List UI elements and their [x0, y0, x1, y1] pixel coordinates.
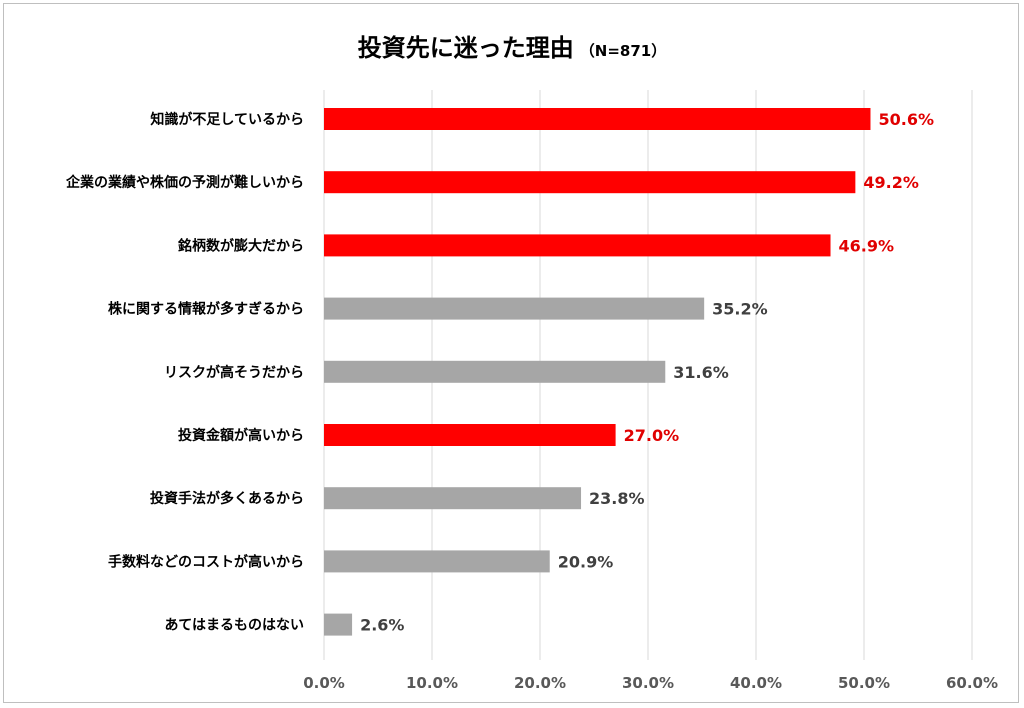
value-label: 35.2%	[712, 300, 768, 319]
x-tick-label: 60.0%	[946, 674, 998, 692]
value-label: 49.2%	[863, 173, 919, 192]
value-label: 46.9%	[839, 236, 895, 255]
chart-title: 投資先に迷った理由	[357, 34, 574, 62]
chart-subtitle: （N=871）	[579, 42, 667, 60]
category-labels: 知識が不足しているから企業の業績や株価の予測が難しいから銘柄数が膨大だから株に関…	[65, 111, 304, 634]
value-label: 50.6%	[878, 110, 934, 129]
bar	[324, 424, 616, 446]
value-label: 2.6%	[360, 616, 404, 635]
bar	[324, 171, 856, 194]
bar	[324, 550, 550, 573]
category-label: リスクが高そうだから	[164, 364, 304, 381]
value-label: 20.9%	[558, 552, 614, 571]
x-tick-label: 40.0%	[730, 674, 782, 692]
category-label: 投資手法が多くあるから	[150, 490, 304, 507]
bars	[324, 108, 871, 636]
value-label: 31.6%	[673, 363, 729, 382]
x-tick-labels: 0.0% 10.0% 20.0% 30.0% 40.0% 50.0% 60.0%	[303, 674, 998, 692]
bar	[324, 360, 666, 383]
bar	[324, 297, 705, 320]
category-label: 投資金額が高いから	[178, 427, 304, 444]
category-label: あてはまるものはない	[165, 618, 304, 634]
category-label: 知識が不足しているから	[150, 111, 304, 128]
category-label: 企業の業績や株価の予測が難しいから	[65, 174, 304, 191]
category-label: 銘柄数が膨大だから	[178, 237, 304, 254]
value-label: 27.0%	[624, 426, 680, 445]
x-tick-label: 10.0%	[406, 674, 458, 692]
bar	[324, 108, 871, 130]
bar	[324, 613, 353, 636]
category-label: 手数料などのコストが高いから	[108, 553, 304, 570]
x-tick-label: 50.0%	[838, 674, 890, 692]
bar	[324, 234, 831, 257]
x-tick-label: 30.0%	[622, 674, 674, 692]
chart-title-block: 投資先に迷った理由 （N=871）	[4, 28, 1020, 63]
x-tick-label: 0.0%	[303, 674, 345, 692]
value-label: 23.8%	[589, 489, 645, 508]
x-tick-label: 20.0%	[514, 674, 566, 692]
bar	[324, 487, 582, 510]
value-labels: 50.6% 49.2% 46.9% 35.2% 31.6% 27.0% 23.8% 20.9%…	[360, 110, 934, 635]
category-label: 株に関する情報が多すぎるから	[108, 301, 304, 318]
